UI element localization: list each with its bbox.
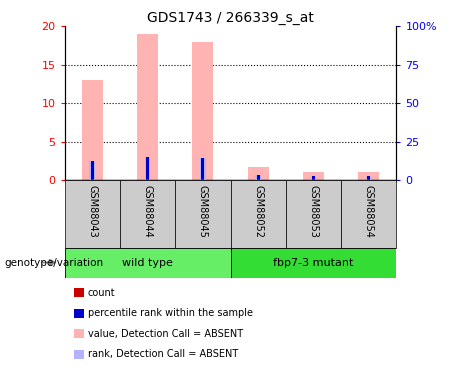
Bar	[367, 176, 370, 179]
Bar	[145, 157, 150, 180]
Bar	[65, 248, 230, 278]
Bar	[257, 179, 260, 180]
Bar	[89, 161, 95, 180]
Bar	[146, 179, 149, 180]
Text: percentile rank within the sample: percentile rank within the sample	[88, 308, 253, 318]
Bar	[255, 176, 261, 180]
Bar	[341, 180, 396, 248]
Bar	[201, 179, 204, 180]
Bar	[303, 172, 324, 180]
Text: GSM88044: GSM88044	[142, 185, 153, 238]
Bar	[175, 180, 230, 248]
Text: GSM88043: GSM88043	[87, 185, 97, 238]
Text: GSM88052: GSM88052	[253, 185, 263, 238]
Bar	[358, 172, 379, 180]
Text: wild type: wild type	[122, 258, 173, 267]
Bar	[201, 158, 204, 179]
Text: value, Detection Call = ABSENT: value, Detection Call = ABSENT	[88, 329, 242, 339]
Text: GSM88054: GSM88054	[364, 185, 374, 238]
Text: GDS1743 / 266339_s_at: GDS1743 / 266339_s_at	[147, 11, 314, 25]
Text: count: count	[88, 288, 115, 297]
Bar	[311, 177, 316, 180]
Bar	[366, 177, 372, 180]
Text: genotype/variation: genotype/variation	[5, 258, 104, 267]
Bar	[312, 176, 315, 179]
Bar	[200, 159, 206, 180]
Bar	[91, 160, 94, 179]
Bar	[248, 167, 269, 180]
Bar	[367, 179, 370, 180]
Bar	[146, 157, 149, 179]
Text: rank, Detection Call = ABSENT: rank, Detection Call = ABSENT	[88, 350, 238, 359]
Bar	[230, 180, 286, 248]
Bar	[192, 42, 213, 180]
Text: GSM88053: GSM88053	[308, 185, 319, 238]
Bar	[120, 180, 175, 248]
Bar	[257, 175, 260, 179]
Bar	[230, 248, 396, 278]
Bar	[312, 179, 315, 180]
Bar	[286, 180, 341, 248]
Bar	[65, 180, 120, 248]
Text: GSM88045: GSM88045	[198, 185, 208, 238]
Text: fbp7-3 mutant: fbp7-3 mutant	[273, 258, 354, 267]
Bar	[82, 80, 103, 180]
Bar	[91, 179, 94, 180]
Bar	[137, 34, 158, 180]
